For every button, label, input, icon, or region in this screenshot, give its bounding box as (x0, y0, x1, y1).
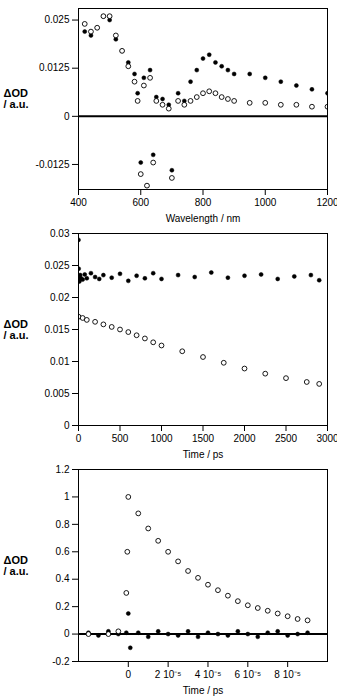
svg-text:2 10⁻⁵: 2 10⁻⁵ (155, 669, 182, 680)
svg-text:Wavelength / nm: Wavelength / nm (166, 213, 241, 224)
svg-text:1200: 1200 (316, 197, 337, 208)
svg-text:400: 400 (70, 197, 87, 208)
svg-text:0.02: 0.02 (50, 292, 70, 303)
svg-text:6 10⁻⁵: 6 10⁻⁵ (235, 669, 262, 680)
svg-text:ΔOD/ a.u.: ΔOD/ a.u. (4, 554, 29, 577)
svg-text:8 10⁻⁵: 8 10⁻⁵ (274, 669, 301, 680)
svg-text:1: 1 (64, 491, 70, 502)
svg-text:0.025: 0.025 (44, 260, 69, 271)
svg-text:Time / ps: Time / ps (183, 449, 224, 460)
svg-text:3000: 3000 (316, 433, 337, 444)
svg-text:ΔOD/ a.u.: ΔOD/ a.u. (4, 87, 29, 110)
svg-text:0.8: 0.8 (56, 519, 70, 530)
svg-text:0.015: 0.015 (44, 324, 69, 335)
svg-text:1500: 1500 (192, 433, 215, 444)
svg-text:0.005: 0.005 (44, 388, 69, 399)
svg-text:0: 0 (64, 111, 70, 122)
svg-text:1.2: 1.2 (56, 464, 70, 475)
svg-text:1000: 1000 (254, 197, 277, 208)
svg-text:0.2: 0.2 (56, 601, 70, 612)
svg-text:0.025: 0.025 (44, 14, 69, 25)
svg-text:4 10⁻⁵: 4 10⁻⁵ (195, 669, 222, 680)
svg-text:500: 500 (112, 433, 129, 444)
svg-text:0: 0 (64, 628, 70, 639)
svg-text:0.03: 0.03 (50, 228, 70, 239)
svg-text:0: 0 (64, 420, 70, 431)
svg-text:600: 600 (132, 197, 149, 208)
svg-text:0.01: 0.01 (50, 356, 70, 367)
svg-text:0.0125: 0.0125 (39, 62, 70, 73)
svg-text:0: 0 (76, 433, 82, 444)
svg-text:-0.2: -0.2 (52, 656, 70, 667)
svg-text:ΔOD/ a.u.: ΔOD/ a.u. (4, 318, 29, 341)
svg-text:Time / ps: Time / ps (183, 685, 224, 696)
svg-text:-0.0125: -0.0125 (36, 159, 70, 170)
svg-text:0: 0 (126, 669, 132, 680)
svg-text:800: 800 (195, 197, 212, 208)
svg-text:2500: 2500 (275, 433, 298, 444)
svg-text:1000: 1000 (150, 433, 173, 444)
svg-text:0.4: 0.4 (56, 573, 70, 584)
svg-text:0.6: 0.6 (56, 546, 70, 557)
svg-text:2000: 2000 (233, 433, 256, 444)
